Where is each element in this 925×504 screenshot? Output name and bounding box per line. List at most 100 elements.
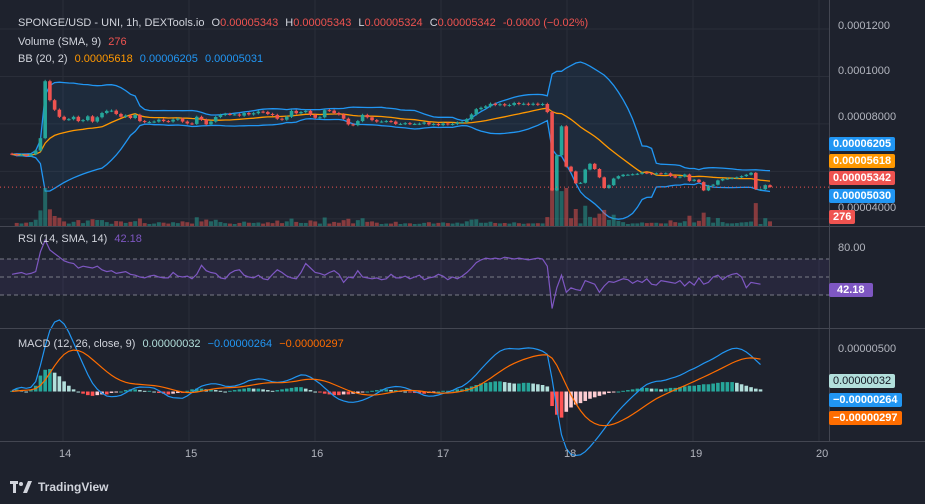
symbol-title[interactable]: SPONGE/USD - UNI, 1h, DEXTools.io xyxy=(18,17,205,29)
tradingview-brand[interactable]: TradingView xyxy=(10,478,108,496)
bb-lower-value: 0.00005031 xyxy=(204,53,264,65)
volume-bar xyxy=(303,222,308,226)
candle-body xyxy=(247,113,251,115)
volume-bar xyxy=(351,223,356,226)
candle-body xyxy=(138,114,142,122)
candle-body xyxy=(232,114,237,116)
bb-legend[interactable]: BB (20, 2) 0.00005618 0.00006205 0.00005… xyxy=(18,53,267,65)
volume-bar xyxy=(57,217,62,226)
volume-bar xyxy=(649,222,654,226)
macd-hist-bar xyxy=(280,389,284,392)
volume-bar xyxy=(431,223,436,226)
macd-hist-bar xyxy=(725,382,730,392)
macd-hist-bar xyxy=(86,391,90,396)
volume-bar xyxy=(483,222,488,226)
volume-bar xyxy=(336,222,341,226)
candle-body xyxy=(228,113,232,115)
candle-body xyxy=(346,118,351,125)
macd-hist-bar xyxy=(57,376,62,392)
volume-bar xyxy=(180,221,185,226)
volume-bar xyxy=(43,188,48,226)
macd-legend[interactable]: MACD (12, 26, close, 9) 0.00000032 −0.00… xyxy=(18,338,348,350)
candle-body xyxy=(289,110,294,117)
volume-bar xyxy=(393,221,398,226)
volume-bar xyxy=(606,219,611,226)
macd-hist-bar xyxy=(573,391,578,405)
candle-body xyxy=(294,110,299,114)
candle-body xyxy=(630,174,635,176)
volume-bar xyxy=(621,222,626,226)
volume-bar xyxy=(730,223,735,226)
candle-body xyxy=(611,178,616,186)
macd-hist-bar xyxy=(692,385,696,392)
volume-bar xyxy=(531,223,536,226)
macd-hist-bar xyxy=(322,391,327,394)
candle-body xyxy=(104,110,109,114)
macd-hist-bar xyxy=(735,382,739,392)
volume-bar xyxy=(696,220,701,226)
candle-body xyxy=(71,116,76,120)
macd-hist-bar xyxy=(545,386,550,392)
candle-body xyxy=(261,111,265,113)
macd-tick: 0.00000500 xyxy=(838,343,897,355)
volume-bar xyxy=(578,223,583,226)
candle-body xyxy=(251,113,256,115)
macd-hist-bar xyxy=(455,389,460,392)
macd-hist-bar xyxy=(526,382,531,392)
volume-bar xyxy=(365,221,370,226)
macd-hist-bar xyxy=(682,386,687,392)
price-tick: 0.0001000 xyxy=(838,65,890,77)
candle-body xyxy=(716,180,720,185)
macd-hist-bar xyxy=(223,391,227,393)
volume-bar xyxy=(270,223,275,226)
candle-body xyxy=(147,122,152,124)
volume-bar xyxy=(294,221,299,226)
volume-bar xyxy=(137,218,142,226)
volume-bar xyxy=(227,223,232,226)
volume-bar xyxy=(493,222,498,226)
candle-body xyxy=(725,178,730,180)
volume-bar xyxy=(554,188,559,226)
macd-hist-bar xyxy=(261,389,265,392)
candle-body xyxy=(502,104,507,106)
candle-body xyxy=(14,154,19,156)
volume-bar xyxy=(654,222,659,226)
volume-legend[interactable]: Volume (SMA, 9) 276 xyxy=(18,36,131,48)
rsi-legend[interactable]: RSI (14, SMA, 14) 42.18 xyxy=(18,233,146,245)
volume-bar xyxy=(251,222,256,226)
volume-bar xyxy=(28,222,33,226)
bb-basis-value: 0.00005618 xyxy=(74,53,133,65)
candle-body xyxy=(123,115,128,117)
volume-bar xyxy=(535,223,540,226)
volume-bar xyxy=(374,222,379,226)
pane-separator-price-rsi[interactable] xyxy=(0,226,925,227)
macd-hist-bar xyxy=(635,388,640,392)
macd-hist-bar xyxy=(536,384,540,392)
pane-separator-rsi-macd[interactable] xyxy=(0,328,925,329)
macd-hist-bar xyxy=(332,391,336,396)
macd-hist-bar xyxy=(365,391,370,393)
candle-body xyxy=(621,174,625,177)
volume-bar xyxy=(583,205,588,226)
volume-bar xyxy=(142,223,147,226)
macd-hist-bar xyxy=(318,391,322,393)
candle-body xyxy=(379,121,384,123)
volume-bar xyxy=(507,223,512,226)
candle-body xyxy=(483,106,488,108)
macd-hist-bar xyxy=(588,391,592,399)
macd-hist-bar xyxy=(152,391,156,393)
macd-hist-bar xyxy=(645,387,649,392)
volume-bar xyxy=(616,220,621,226)
macd-hist-bar xyxy=(194,388,199,392)
candle-body xyxy=(687,174,692,181)
macd-hist-bar xyxy=(185,390,190,392)
volume-bar xyxy=(242,221,247,226)
volume-bar xyxy=(232,224,237,226)
macd-hist-bar xyxy=(242,388,246,392)
volume-bar xyxy=(355,220,360,226)
candle-body xyxy=(540,103,545,105)
volume-bar xyxy=(521,223,526,226)
macd-hist-bar xyxy=(422,391,426,394)
macd-line-badge: −0.00000264 xyxy=(829,393,902,407)
